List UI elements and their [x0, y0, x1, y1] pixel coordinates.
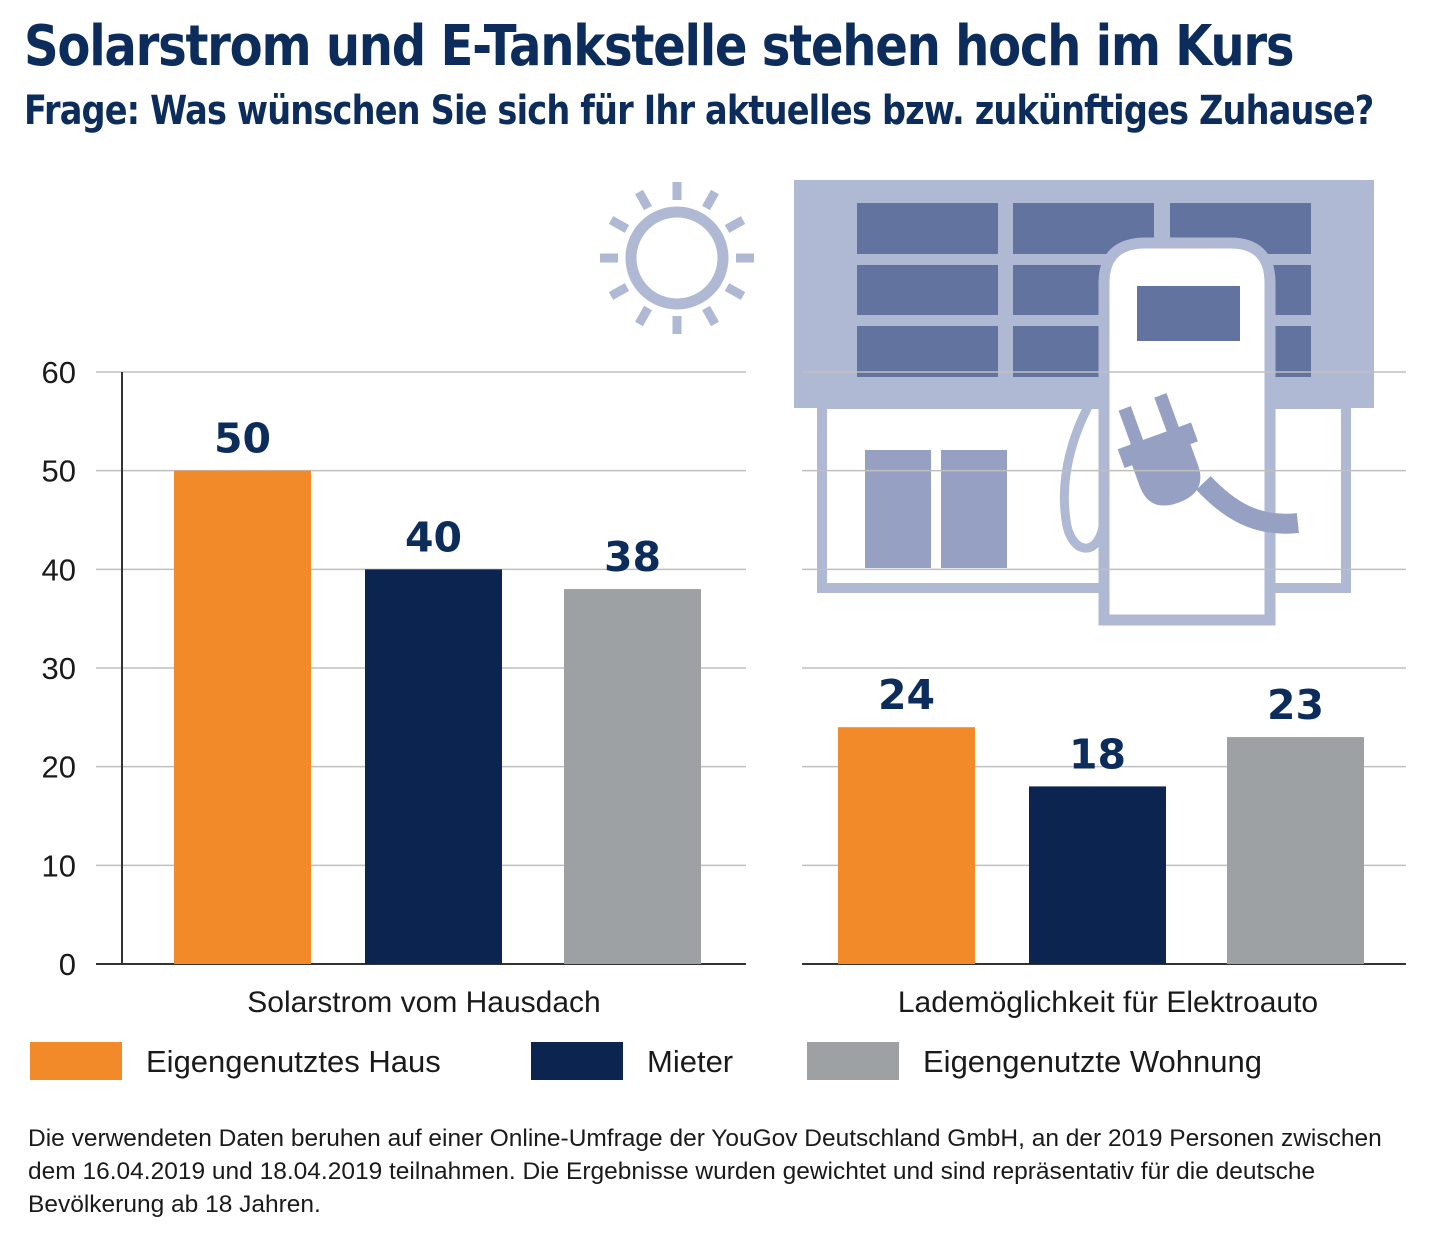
legend-label-wohnung: Eigengenutzte Wohnung: [923, 1044, 1262, 1079]
value-label: 18: [1069, 730, 1126, 778]
sun-icon: [600, 182, 754, 334]
chart-canvas: 0 10 20 30 40 50 60 50 40 38 Solarstrom vom Hausda…: [42, 180, 1406, 1019]
category-label: Solarstrom vom Hausdach: [247, 986, 600, 1019]
value-label: 40: [405, 513, 462, 561]
bar-0-1: [365, 569, 502, 964]
bar-1-2: [1227, 737, 1364, 964]
chart-subtitle: Frage: Was wünschen Sie sich für Ihr akt…: [24, 88, 1374, 134]
y-tick-label: 40: [42, 552, 76, 587]
legend-swatch-mieter: [531, 1042, 623, 1080]
value-label: 38: [604, 533, 661, 581]
source-note: Die verwendeten Daten beruhen auf einer …: [28, 1125, 1382, 1218]
y-tick-label: 30: [42, 651, 76, 686]
y-tick-label: 10: [42, 848, 76, 883]
y-tick-label: 20: [42, 750, 76, 785]
category-label: Lademöglichkeit für Elektroauto: [898, 986, 1318, 1019]
bar-1-1: [1029, 786, 1166, 964]
value-label: 24: [878, 671, 935, 719]
value-label: 50: [214, 415, 271, 463]
chart-title: Solarstrom und E-Tankstelle stehen hoch …: [24, 14, 1295, 79]
y-tick-label: 60: [42, 355, 76, 390]
bars: [174, 470, 1364, 964]
y-tick-label: 50: [42, 454, 76, 489]
bar-0-0: [174, 470, 311, 964]
legend-label-mieter: Mieter: [647, 1044, 734, 1079]
value-label: 23: [1267, 681, 1324, 729]
bar-1-0: [838, 727, 975, 964]
legend-swatch-wohnung: [807, 1042, 899, 1080]
bar-0-2: [564, 589, 701, 964]
legend-label-haus: Eigengenutztes Haus: [146, 1044, 441, 1079]
plug-icon: [1117, 393, 1299, 534]
legend-swatch-haus: [30, 1042, 122, 1080]
y-tick-label: 0: [59, 947, 76, 982]
labels: 0 10 20 30 40 50 60 50 40 38 Solarstrom vom Hausda…: [42, 355, 1325, 1019]
